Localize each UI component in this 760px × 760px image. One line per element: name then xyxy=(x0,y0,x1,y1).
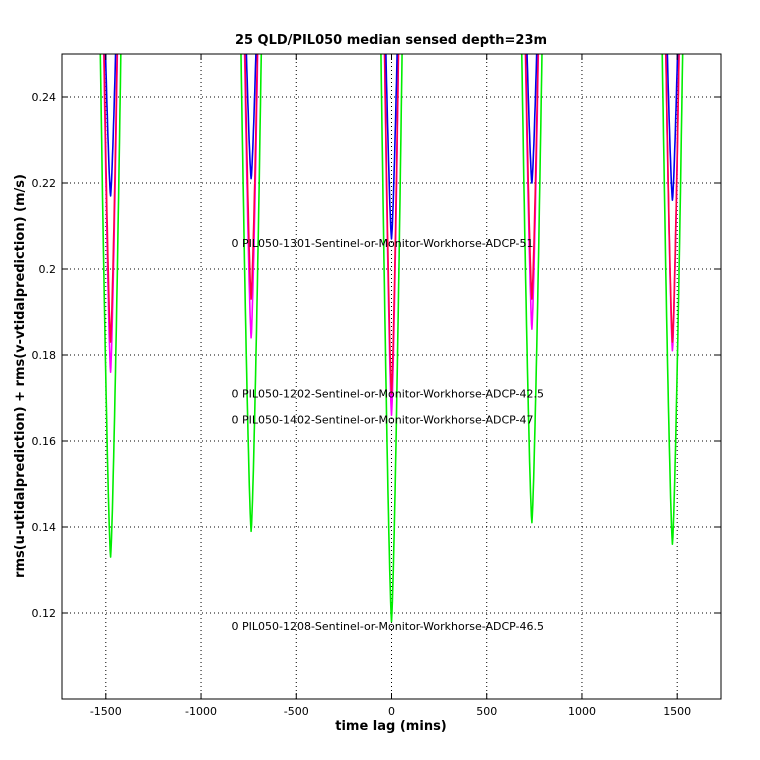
x-tick-label: -1500 xyxy=(90,705,122,718)
series-line-4-dip-3 xyxy=(385,54,398,240)
series-annotation: 0 PIL050-1202-Sentinel-or-Monitor-Workho… xyxy=(232,388,544,401)
series-line-4-dip-2 xyxy=(245,54,257,180)
series-line-3-dip-2 xyxy=(244,54,259,300)
series-line-3-dip-4 xyxy=(524,54,539,300)
y-tick-label: 0.24 xyxy=(32,91,57,104)
series-line-2-dip-2 xyxy=(243,54,259,339)
x-tick-label: 0 xyxy=(388,705,395,718)
series-line-1-dip-2 xyxy=(240,54,263,533)
x-axis-label: time lag (mins) xyxy=(335,719,447,734)
series-line-4-dip-4 xyxy=(526,54,538,184)
series-line-1-dip-3 xyxy=(380,54,403,623)
series-annotation: 0 PIL050-1301-Sentinel-or-Monitor-Workho… xyxy=(232,237,534,250)
series-annotation: 0 PIL050-1402-Sentinel-or-Monitor-Workho… xyxy=(232,414,534,427)
y-tick-label: 0.14 xyxy=(32,521,57,534)
x-tick-label: 1500 xyxy=(663,705,691,718)
y-tick-label: 0.22 xyxy=(32,177,57,190)
series-lines xyxy=(99,54,684,623)
series-annotation: 0 PIL050-1208-Sentinel-or-Monitor-Workho… xyxy=(232,620,544,633)
axis-ticks: -1500 -1000 -500 0 500 1000 1500 0.12 0.14 0.16 0.… xyxy=(32,54,721,718)
y-tick-label: 0.16 xyxy=(32,435,57,448)
series-line-1-dip-1 xyxy=(99,54,122,558)
x-tick-label: -1000 xyxy=(185,705,217,718)
series-line-4-dip-1 xyxy=(104,54,117,197)
y-tick-label: 0.2 xyxy=(39,263,57,276)
y-axis-label: rms(u-utidalprediction) + rms(v-vtidalpr… xyxy=(13,174,28,578)
series-line-3-dip-3 xyxy=(383,54,400,395)
series-line-4-dip-5 xyxy=(666,54,679,201)
series-line-1-dip-5 xyxy=(661,54,684,546)
series-line-2-dip-4 xyxy=(524,54,540,331)
x-tick-label: 500 xyxy=(476,705,497,718)
series-line-3-dip-1 xyxy=(103,54,118,343)
y-tick-label: 0.12 xyxy=(32,607,57,620)
x-tick-label: -500 xyxy=(284,705,309,718)
y-tick-label: 0.18 xyxy=(32,349,57,362)
annotations: 0 PIL050-1301-Sentinel-or-Monitor-Workho… xyxy=(232,237,544,633)
chart-title: 25 QLD/PIL050 median sensed depth=23m xyxy=(235,33,547,48)
series-line-1-dip-4 xyxy=(520,54,543,524)
series-line-3-dip-5 xyxy=(665,54,680,343)
x-tick-label: 1000 xyxy=(568,705,596,718)
